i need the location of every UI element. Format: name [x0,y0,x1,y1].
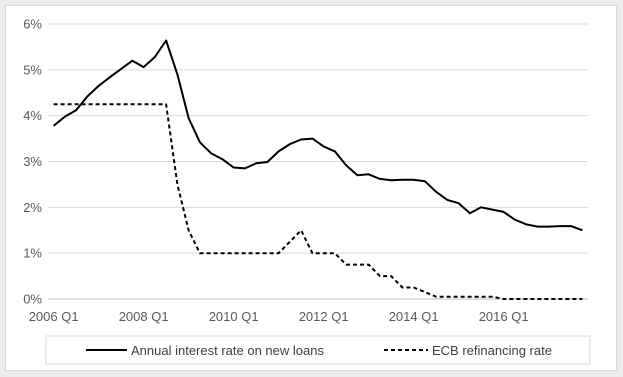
series-lines [52,39,583,300]
y-tick-label: 0% [23,292,42,307]
legend-label-loans: Annual interest rate on new loans [131,343,324,358]
y-axis-ticks: 0% 1% 2% 3% 4% 5% 6% [23,17,42,307]
x-tick-label: 2006 Q1 [29,309,79,324]
y-tick-label: 3% [23,154,42,169]
legend-label-ecb: ECB refinancing rate [432,343,552,358]
x-tick-label: 2010 Q1 [209,309,259,324]
y-tick-label: 5% [23,62,42,77]
legend-box [45,335,591,365]
x-tick-label: 2008 Q1 [119,309,169,324]
x-tick-label: 2012 Q1 [299,309,349,324]
x-tick-label: 2014 Q1 [389,309,439,324]
chart-panel: 0% 1% 2% 3% 4% 5% 6% 2006 Q1 2008 Q1 2010 Q1 2012… [5,5,617,371]
series-line-ecb [53,103,583,300]
y-tick-label: 6% [23,17,42,32]
x-axis-ticks: 2006 Q1 2008 Q1 2010 Q1 2012 Q1 2014 Q1 2016 … [29,309,529,324]
gridlines [48,23,588,300]
x-tick-label: 2016 Q1 [479,309,529,324]
y-tick-label: 2% [23,200,42,215]
y-tick-label: 1% [23,246,42,261]
series-line-loans [52,39,583,232]
legend: Annual interest rate on new loans ECB re… [45,335,591,365]
line-chart: 0% 1% 2% 3% 4% 5% 6% 2006 Q1 2008 Q1 2010 Q1 2012… [23,17,591,365]
y-tick-label: 4% [23,108,42,123]
